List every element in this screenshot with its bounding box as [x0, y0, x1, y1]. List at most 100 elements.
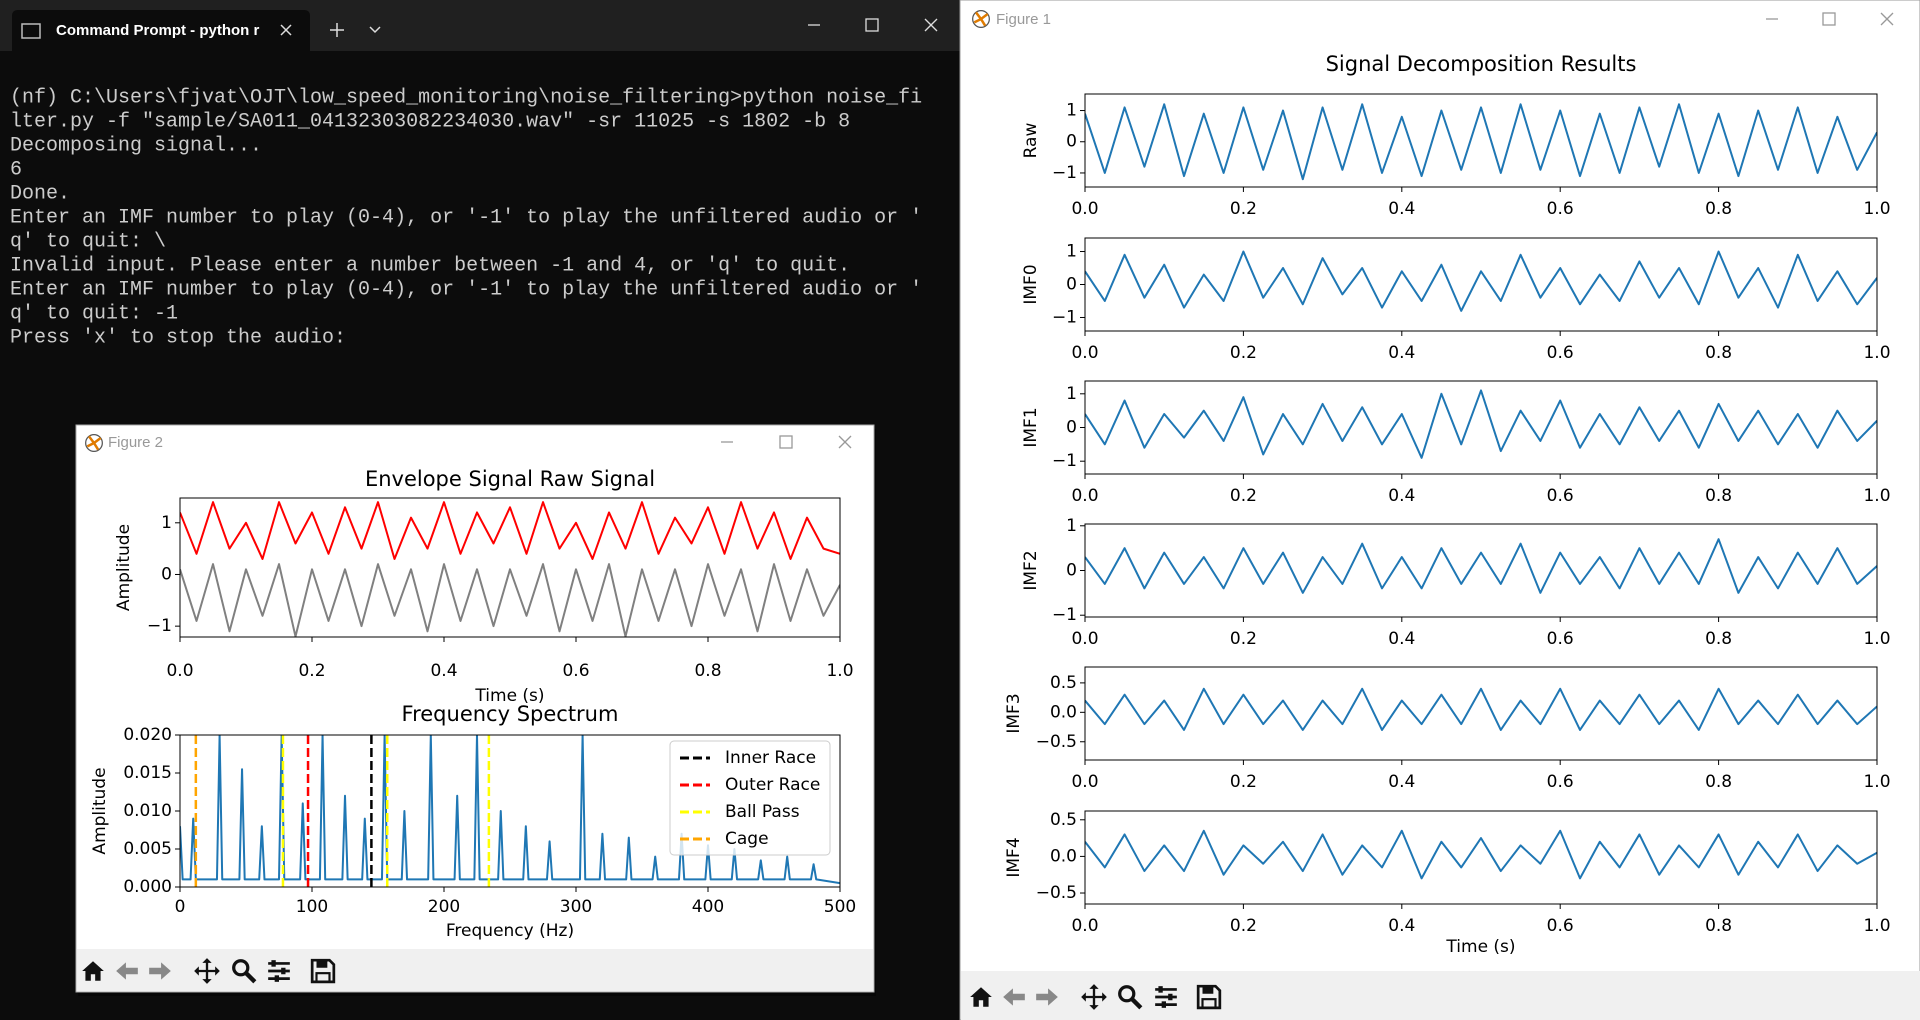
x-tick-label: 200 — [428, 897, 460, 917]
axes-frame — [179, 497, 841, 638]
x-tick-label: 0.2 — [1230, 199, 1257, 219]
chart: 0.0 0.2 0.4 0.6 0.8 1.0 −1 0 1 IMF0 — [1021, 237, 1891, 363]
signal-line — [1085, 687, 1877, 731]
close[interactable] — [1880, 12, 1894, 26]
y-axis-label: Amplitude — [90, 767, 110, 854]
x-tick-label: 0.0 — [1071, 916, 1098, 936]
y-tick-label: 0.015 — [123, 763, 172, 783]
y-tick-label: −1 — [1052, 605, 1077, 625]
y-axis-label: IMF4 — [1004, 837, 1024, 877]
chart: 0.0 0.2 0.4 0.6 0.8 1.0 −0.5 0.0 0.5 IMF4 Time (s) — [1004, 810, 1891, 957]
x-tick-label: 0.6 — [1547, 343, 1574, 363]
x-tick-label: 0.4 — [1388, 916, 1415, 936]
configure-button[interactable] — [266, 958, 292, 984]
x-tick-label: 0.6 — [1547, 199, 1574, 219]
signal-line — [180, 501, 840, 560]
signal-line — [1085, 389, 1877, 459]
maximize[interactable] — [1822, 12, 1836, 26]
tab-icon — [21, 23, 41, 39]
x-tick-label: 0.4 — [1388, 343, 1415, 363]
axes-frame — [1084, 666, 1878, 761]
x-tick-label: 0.8 — [1705, 916, 1732, 936]
x-tick-label: 0.4 — [1388, 199, 1415, 219]
terminal-line: Decomposing signal... — [10, 134, 262, 157]
x-tick-label: 0.2 — [1230, 772, 1257, 792]
y-tick-label: 1 — [1066, 516, 1077, 536]
x-tick-label: 0.8 — [1705, 486, 1732, 506]
terminal-line: Done. — [10, 182, 70, 205]
terminal-tab[interactable] — [12, 10, 310, 51]
x-tick-label: 1.0 — [826, 661, 853, 681]
x-tick-label: 0.4 — [430, 661, 457, 681]
y-tick-label: 0.0 — [1050, 846, 1077, 866]
signal-line — [1085, 538, 1877, 594]
x-tick-label: 0.4 — [1388, 629, 1415, 649]
close[interactable] — [838, 435, 852, 449]
x-axis-label: Time (s) — [1445, 937, 1515, 957]
plot-area — [1085, 238, 1877, 331]
x-tick-label: 1.0 — [1863, 486, 1890, 506]
y-tick-label: 0 — [161, 564, 172, 584]
terminal-line: lter.py -f "sample/SA011_041323030822340… — [10, 110, 850, 133]
axes-frame — [1084, 93, 1878, 188]
x-tick-label: 0.8 — [1705, 772, 1732, 792]
x-tick-label: 500 — [824, 897, 856, 917]
x-tick-label: 0.0 — [1071, 486, 1098, 506]
chart: 0.0 0.2 0.4 0.6 0.8 1.0 −1 0 1 IMF2 — [1021, 516, 1891, 649]
x-axis-label: Time (s) — [474, 686, 544, 706]
y-tick-label: 0.5 — [1050, 673, 1077, 693]
x-tick-label: 100 — [296, 897, 328, 917]
x-tick-label: 0.0 — [1071, 629, 1098, 649]
x-tick-label: 0.8 — [1705, 629, 1732, 649]
signal-line — [180, 563, 840, 637]
configure-button[interactable] — [1153, 984, 1179, 1010]
signal-line — [1085, 250, 1877, 312]
y-tick-label: 1 — [1066, 242, 1077, 262]
y-tick-label: 0.000 — [123, 877, 172, 897]
x-tick-label: 0.2 — [1230, 343, 1257, 363]
y-axis-label: IMF3 — [1004, 693, 1024, 733]
tab-close[interactable] — [280, 24, 292, 36]
y-tick-label: 1 — [1066, 101, 1077, 121]
chart: 0.0 0.2 0.4 0.6 0.8 1.0 −1 0 1 Signal Decompositi… — [1021, 52, 1891, 219]
x-tick-label: 1.0 — [1863, 772, 1890, 792]
new-tab[interactable] — [330, 23, 344, 37]
x-tick-label: 0.2 — [298, 661, 325, 681]
x-tick-label: 0.4 — [1388, 486, 1415, 506]
x-tick-label: 1.0 — [1863, 199, 1890, 219]
window-title: Figure 1 — [996, 11, 1051, 28]
window-title: Figure 2 — [108, 434, 163, 451]
x-tick-label: 0.2 — [1230, 486, 1257, 506]
y-tick-label: −1 — [1052, 307, 1077, 327]
y-tick-label: −0.5 — [1036, 883, 1077, 903]
x-tick-label: 0.2 — [1230, 629, 1257, 649]
tab-dropdown[interactable] — [369, 26, 381, 34]
y-tick-label: 0.5 — [1050, 810, 1077, 830]
close[interactable] — [924, 18, 938, 32]
y-tick-label: 0 — [1066, 275, 1077, 295]
maximize[interactable] — [865, 18, 879, 32]
terminal-output: (nf) C:\Users\fjvat\OJT\low_speed_monito… — [10, 86, 922, 349]
plot-area — [1085, 524, 1877, 617]
x-tick-label: 1.0 — [1863, 343, 1890, 363]
terminal-line: Invalid input. Please enter a number bet… — [10, 254, 850, 277]
maximize[interactable] — [779, 435, 793, 449]
tab-title[interactable]: Command Prompt - python r — [56, 22, 259, 39]
y-tick-label: −0.5 — [1036, 732, 1077, 752]
x-tick-label: 0 — [175, 897, 186, 917]
x-axis-label: Frequency (Hz) — [446, 921, 574, 941]
legend-box — [669, 740, 831, 856]
plot-area — [1085, 811, 1877, 904]
legend-label: Cage — [725, 829, 769, 849]
x-tick-label: 1.0 — [1863, 916, 1890, 936]
window-icon — [84, 433, 104, 453]
x-tick-label: 0.8 — [694, 661, 721, 681]
y-tick-label: 0.0 — [1050, 702, 1077, 722]
x-tick-label: 400 — [692, 897, 724, 917]
signal-line — [1085, 829, 1877, 880]
x-tick-label: 1.0 — [1863, 629, 1890, 649]
x-tick-label: 0.0 — [1071, 772, 1098, 792]
terminal-line: Press 'x' to stop the audio: — [10, 326, 346, 349]
window-icon — [971, 9, 991, 29]
